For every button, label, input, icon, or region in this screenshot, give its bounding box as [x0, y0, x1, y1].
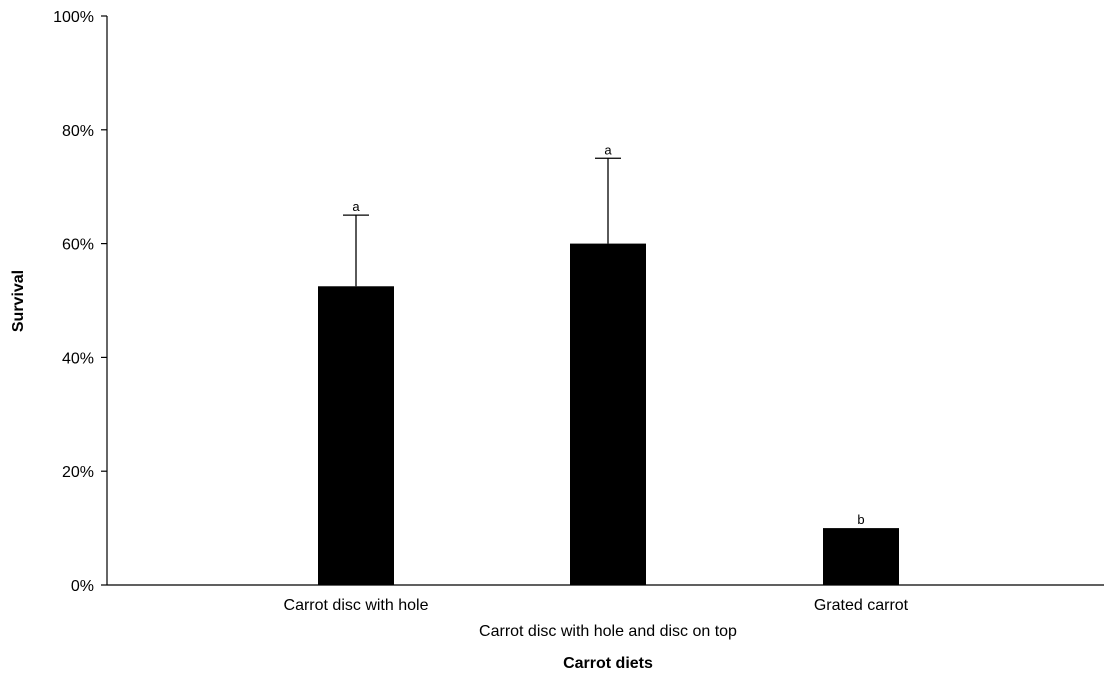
error-bars: [343, 157, 621, 287]
labels: a Carrot disc with hole a Carrot disc with …: [284, 142, 909, 640]
y-tick-label: 20%: [62, 464, 94, 481]
y-tick-label: 80%: [62, 123, 94, 140]
y-tick-label: 100%: [53, 9, 94, 26]
x-axis-title: Carrot diets: [563, 655, 653, 672]
y-tick-label: 0%: [71, 578, 94, 595]
y-axis-title: Survival: [10, 270, 27, 332]
bar: [318, 286, 394, 585]
y-tick-label: 40%: [62, 350, 94, 367]
x-category-label: Carrot disc with hole: [284, 597, 429, 614]
x-category-label: Grated carrot: [814, 597, 909, 614]
x-category-label: Carrot disc with hole and disc on top: [479, 623, 737, 640]
significance-label: a: [352, 199, 360, 214]
significance-label: b: [857, 512, 864, 527]
bar: [570, 243, 646, 585]
significance-label: a: [604, 142, 612, 157]
y-tick-label: 60%: [62, 237, 94, 254]
bar: [823, 528, 899, 585]
axes: 0% 20% 40% 60% 80% 100%: [53, 9, 1104, 595]
bars: [318, 243, 899, 585]
